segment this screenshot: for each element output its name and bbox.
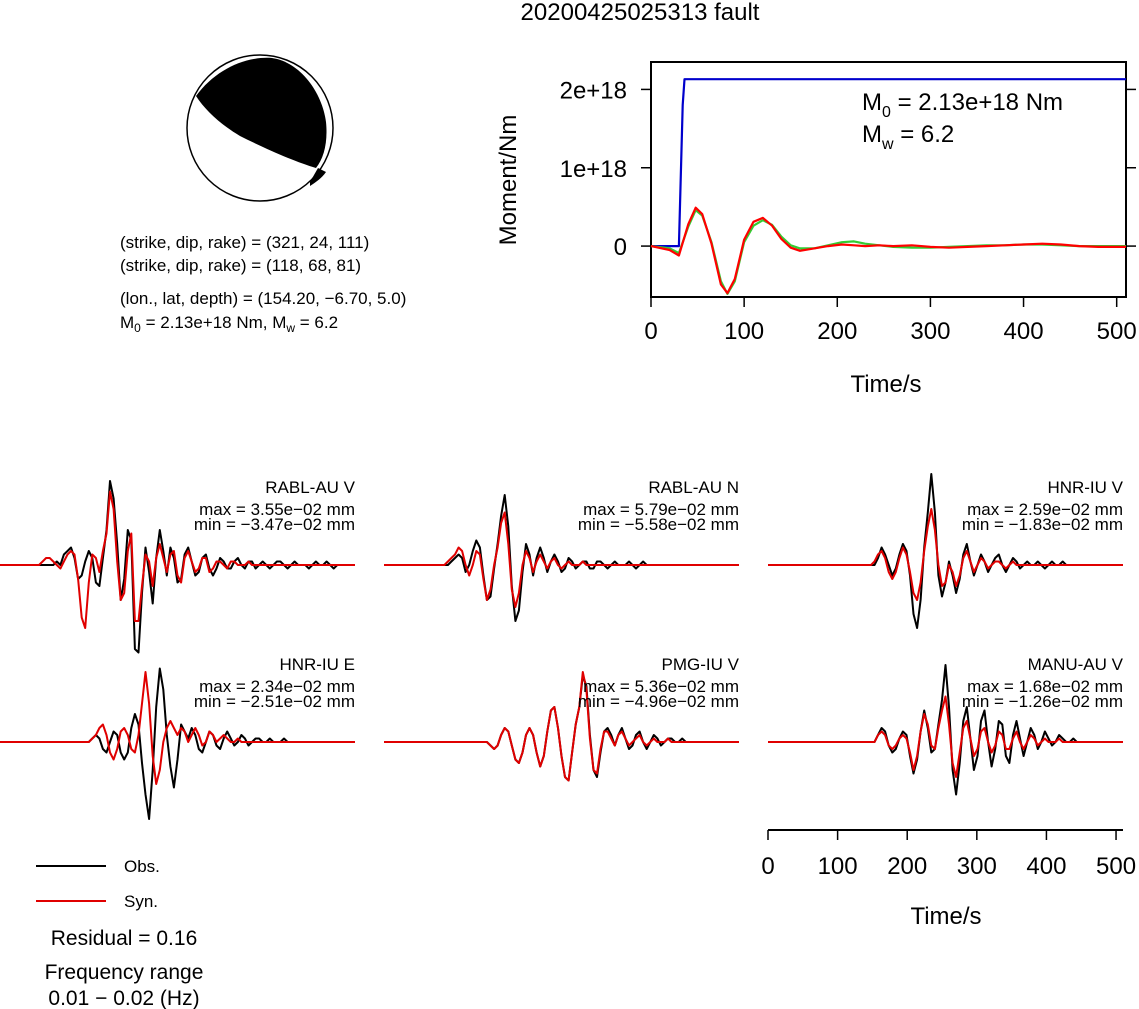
moment-ytick-label: 2e+18 (560, 77, 627, 104)
waveform-obs (768, 473, 1123, 629)
moment-xtick-label: 0 (644, 318, 657, 345)
station-min: min = −3.47e−02 mm (194, 515, 355, 534)
station-min: min = −1.83e−02 mm (962, 515, 1123, 534)
station-label: HNR-IU V (1047, 478, 1123, 497)
station-min: min = −5.58e−02 mm (578, 515, 739, 534)
moment-annotation-mw: Mw = 6.2 (862, 121, 954, 153)
moment-cumulative-line (651, 78, 1126, 248)
station-min: min = −1.26e−02 mm (962, 692, 1123, 711)
residual: Residual = 0.16 (51, 927, 198, 950)
frequency-range: 0.01 − 0.02 (Hz) (48, 987, 199, 1009)
moment-xtick-label: 400 (1004, 318, 1044, 345)
waveform-xtick-label: 100 (818, 853, 858, 880)
legend-obs-label: Obs. (124, 857, 160, 876)
waveform-xlabel: Time/s (910, 903, 981, 930)
waveform-syn (768, 695, 1123, 778)
nodal-plane-2: (strike, dip, rake) = (118, 68, 81) (120, 256, 361, 275)
waveform-syn (384, 511, 739, 608)
moment-ytick-label: 0 (614, 234, 627, 261)
moment-annotation-m0: M0 = 2.13e+18 Nm (862, 89, 1063, 121)
nodal-plane-1: (strike, dip, rake) = (321, 24, 111) (120, 233, 369, 252)
moment-xtick-label: 100 (724, 318, 764, 345)
station-max: max = 3.55e−02 mm (199, 500, 355, 519)
waveform-xtick-label: 400 (1026, 853, 1066, 880)
moment-xtick-label: 200 (817, 318, 857, 345)
station-label: PMG-IU V (662, 655, 740, 674)
station-max: max = 2.34e−02 mm (199, 677, 355, 696)
station-min: min = −4.96e−02 mm (578, 692, 739, 711)
moment-rate-obs-line (650, 209, 1126, 295)
location: (lon., lat, depth) = (154.20, −6.70, 5.0… (120, 289, 406, 308)
beachball-compressional (196, 57, 327, 169)
moment-xtick-label: 300 (910, 318, 950, 345)
station-label: HNR-IU E (279, 655, 355, 674)
waveform-xtick-label: 0 (761, 853, 774, 880)
legend-syn-label: Syn. (124, 892, 158, 911)
moment-ytick-label: 1e+18 (560, 156, 627, 183)
moment-summary: M0 = 2.13e+18 Nm, Mw = 6.2 (120, 313, 338, 335)
waveform-xtick-label: 200 (887, 853, 927, 880)
station-label: RABL-AU V (265, 478, 355, 497)
waveform-obs (0, 480, 355, 654)
legend: Obs. Syn. (36, 857, 160, 911)
station-max: max = 5.36e−02 mm (583, 677, 739, 696)
moment-rate-syn-line (650, 206, 1126, 295)
waveform-syn (0, 671, 355, 785)
waveform-syn (768, 508, 1123, 601)
station-max: max = 5.79e−02 mm (583, 500, 739, 519)
beachball (186, 54, 334, 202)
moment-plot-frame (650, 61, 1127, 298)
waveform-xtick-label: 500 (1096, 853, 1136, 880)
frequency-title: Frequency range (45, 961, 204, 984)
waveform-syn (384, 671, 739, 782)
station-label: RABL-AU N (648, 478, 739, 497)
station-label: MANU-AU V (1028, 655, 1124, 674)
beachball-compressional-sliver (310, 168, 326, 186)
moment-xtick-label: 500 (1097, 318, 1137, 345)
waveform-time-axis: 0 100 200 300 400 500 (761, 829, 1136, 880)
waveform-syn (0, 490, 355, 629)
station-max: max = 2.59e−02 mm (967, 500, 1123, 519)
moment-xlabel: Time/s (850, 371, 921, 398)
waveform-xtick-label: 300 (957, 853, 997, 880)
figure-title: 20200425025313 fault (521, 0, 760, 26)
moment-ylabel: Moment/Nm (495, 115, 522, 246)
station-min: min = −2.51e−02 mm (194, 692, 355, 711)
moment-rate-panel: 0 100 200 300 400 500 0 1e+18 2e+18 (560, 61, 1137, 345)
station-max: max = 1.68e−02 mm (967, 677, 1123, 696)
